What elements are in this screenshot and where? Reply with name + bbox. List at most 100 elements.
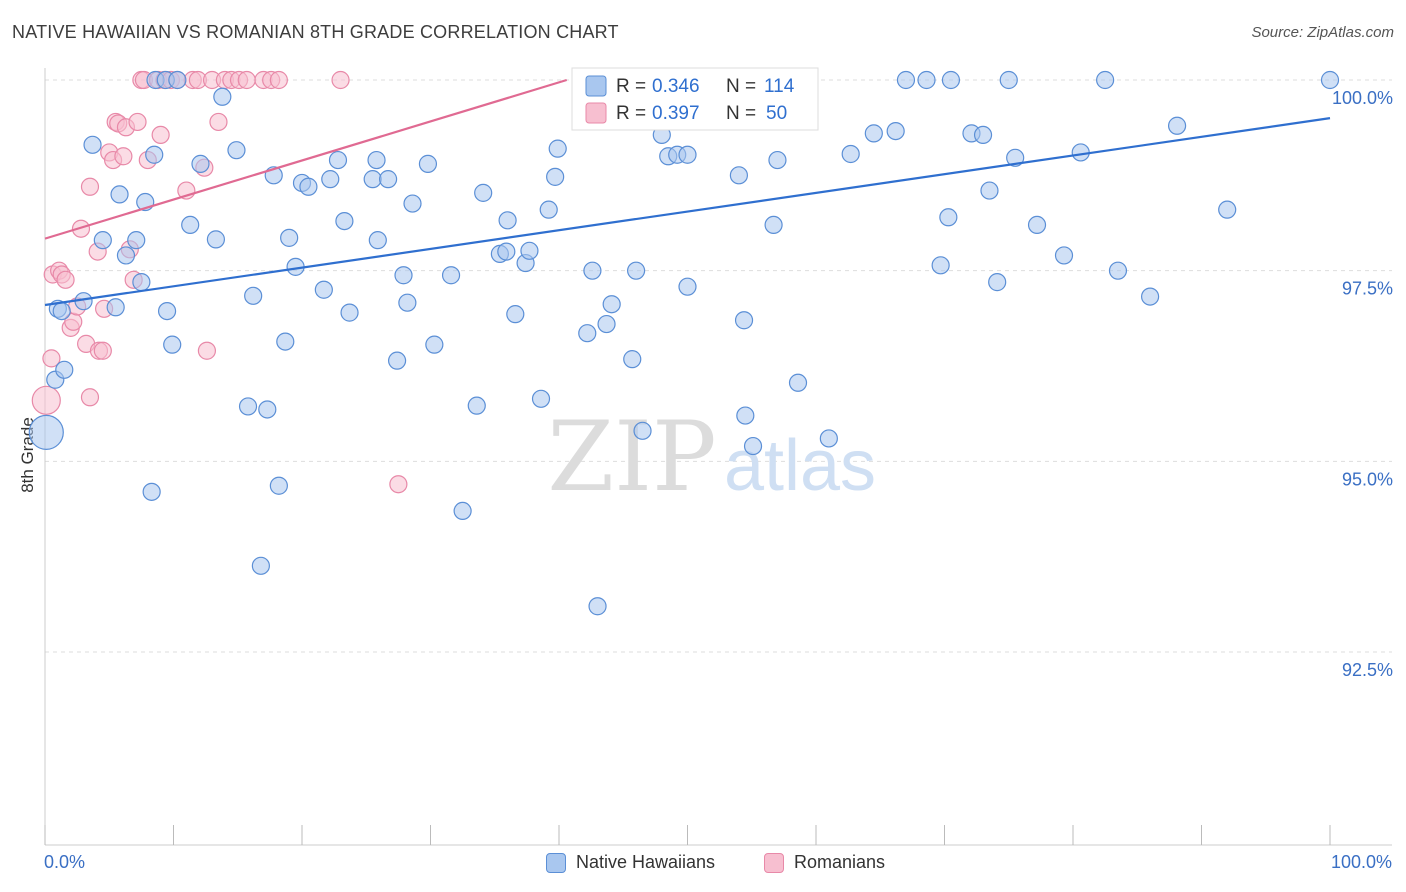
data-point (1108, 261, 1128, 280)
legend-n-label: N = (726, 76, 756, 97)
watermark-zip: ZIP (547, 401, 716, 513)
data-point (623, 350, 642, 369)
data-point (28, 414, 64, 450)
data-point (1027, 215, 1047, 235)
data-point (764, 215, 783, 235)
data-point (106, 298, 125, 317)
data-point (93, 231, 112, 250)
data-point (736, 406, 755, 425)
trend-lines (44, 78, 1331, 307)
data-point (841, 144, 860, 164)
legend-swatch-blue (546, 852, 566, 873)
data-point (474, 183, 493, 202)
data-point (1096, 70, 1115, 90)
data-point (237, 70, 256, 90)
data-point (583, 261, 602, 280)
data-point (425, 335, 444, 354)
data-point (258, 400, 277, 419)
legend-label: Romanians (794, 852, 886, 872)
data-point (917, 70, 936, 90)
data-point (788, 373, 808, 392)
y-tick-label: 97.5% (1342, 279, 1393, 299)
data-point (973, 125, 993, 145)
data-point (743, 436, 763, 456)
data-point (941, 70, 961, 90)
data-point (896, 70, 916, 90)
data-point (394, 266, 413, 285)
data-point (197, 341, 217, 360)
legend-swatch-blue (585, 75, 607, 97)
data-point (498, 211, 517, 230)
data-point (251, 556, 270, 575)
data-point (520, 241, 539, 260)
data-point (398, 293, 417, 312)
data-point (497, 242, 516, 261)
data-point (206, 230, 226, 249)
data-point (389, 475, 408, 494)
data-point (31, 385, 61, 415)
data-point (145, 145, 164, 164)
watermark-atlas: atlas (724, 426, 876, 506)
data-point (213, 87, 232, 106)
data-point (378, 170, 398, 189)
legend-n-label: N = (726, 103, 756, 124)
data-point (734, 311, 754, 330)
legend-item-native-hawaiians[interactable]: Native Hawaiians (546, 852, 715, 873)
legend-box (571, 67, 819, 131)
data-point (116, 246, 136, 265)
data-point (1320, 70, 1340, 90)
data-point (626, 261, 646, 280)
data-point (1167, 116, 1187, 135)
data-point (819, 429, 838, 448)
data-point (1054, 246, 1074, 265)
y-tick-label: 92.5% (1342, 660, 1393, 680)
data-point (340, 303, 359, 322)
data-point (1218, 200, 1237, 219)
data-point (244, 286, 263, 305)
data-point (110, 185, 129, 204)
legend-n-value: 114 (764, 76, 795, 97)
data-point (539, 200, 558, 219)
legend-r-value: 0.397 (652, 103, 700, 124)
data-point (367, 150, 386, 170)
data-point (729, 166, 749, 185)
watermark: ZIP atlas (547, 401, 876, 513)
data-point (52, 301, 71, 321)
data-point (864, 124, 883, 143)
data-point (191, 154, 210, 173)
trend-line-native-hawaiians (44, 117, 1331, 307)
trend-line-romanians (44, 78, 568, 240)
data-point (181, 215, 200, 235)
legend-r-label: R = (616, 103, 646, 124)
data-point (127, 231, 146, 250)
native-hawaiians-points (28, 70, 1340, 616)
data-point (453, 501, 472, 521)
data-point (418, 154, 438, 173)
data-point (602, 295, 621, 314)
data-point (441, 266, 461, 285)
data-point (321, 170, 340, 189)
data-point (42, 349, 61, 368)
data-point (151, 125, 170, 145)
data-point (578, 324, 597, 343)
data-point (276, 332, 295, 351)
data-point (280, 228, 299, 247)
data-point (633, 421, 652, 440)
data-point (1140, 287, 1160, 306)
chart-title: NATIVE HAWAIIAN VS ROMANIAN 8TH GRADE CO… (12, 22, 619, 42)
legend-item-romanians[interactable]: Romanians (764, 852, 885, 873)
data-point (56, 270, 75, 289)
data-point (597, 314, 616, 334)
y-tick-label: 100.0% (1332, 88, 1393, 108)
data-point (588, 597, 607, 616)
data-point (931, 256, 950, 275)
data-point (227, 141, 246, 160)
data-point (93, 341, 112, 360)
data-point (548, 139, 567, 158)
legend-label: Native Hawaiians (576, 852, 716, 872)
grid-lines (45, 79, 1392, 653)
data-point (269, 476, 288, 495)
data-point (157, 301, 177, 321)
source-label: Source: ZipAtlas.com (1251, 24, 1394, 41)
data-point (368, 231, 387, 250)
